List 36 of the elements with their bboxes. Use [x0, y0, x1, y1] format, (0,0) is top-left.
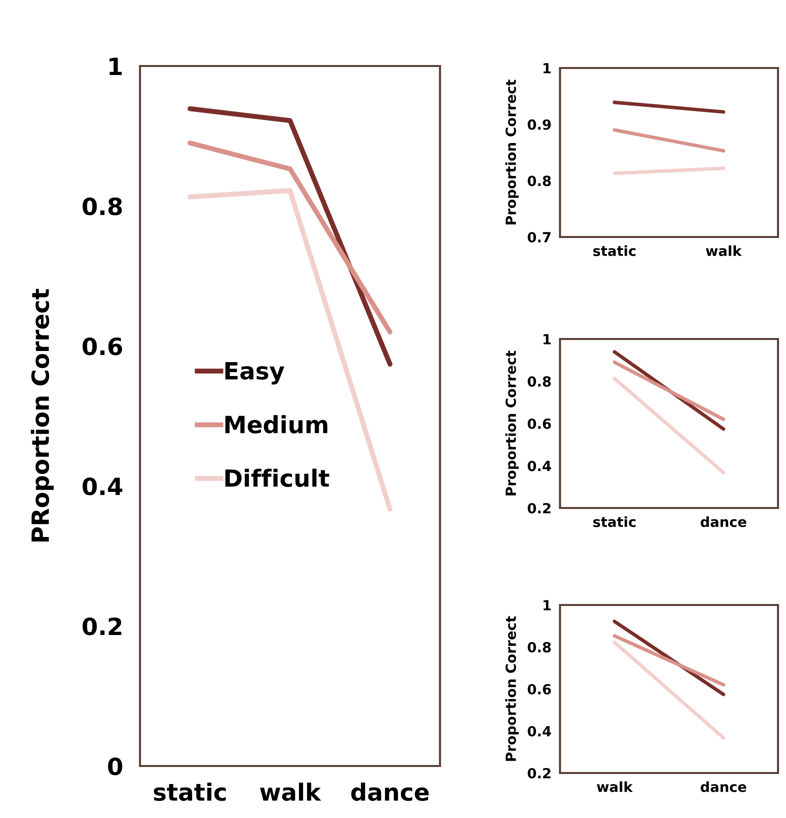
y-tick-label: 0.6 [528, 684, 551, 694]
y-tick-label: 0.8 [528, 376, 551, 387]
y-axis-title: Proportion Correct [505, 350, 519, 496]
y-tick-label: 0.2 [82, 617, 122, 636]
x-tick-label: static [593, 516, 636, 528]
x-tick-label: walk [260, 782, 322, 801]
legend-label: Easy [225, 362, 284, 384]
y-tick-label: 0.2 [528, 768, 550, 778]
x-tick-label: static [593, 245, 636, 256]
y-axis-title: PRoportion Correct [30, 288, 54, 542]
y-tick-label: 1 [544, 600, 551, 610]
y-tick-label: 0.8 [82, 197, 122, 216]
x-tick-label: walk [706, 245, 742, 256]
x-tick-label: walk [596, 781, 633, 792]
y-tick-label: 0.6 [82, 337, 122, 356]
y-tick-label: 0.8 [528, 642, 551, 652]
y-axis-title: Proportion Correct [505, 80, 519, 224]
y-tick-label: 0.6 [528, 418, 551, 429]
y-tick-label: 0.7 [528, 232, 551, 242]
legend-label: Medium [225, 415, 328, 434]
legend-label: Difficult [225, 468, 330, 487]
x-tick-label: dance [700, 516, 746, 528]
x-tick-label: dance [351, 782, 429, 801]
y-tick-label: 0.4 [528, 460, 552, 472]
y-tick-label: 0 [108, 757, 122, 776]
y-axis-title: Proportion Correct [505, 616, 519, 761]
y-tick-label: 0.8 [528, 176, 551, 186]
y-tick-label: 1 [110, 58, 122, 75]
y-tick-label: 1 [544, 334, 551, 344]
x-tick-label: dance [700, 781, 746, 792]
y-tick-label: 0.4 [528, 726, 552, 736]
y-tick-label: 0.9 [528, 119, 551, 130]
y-tick-label: 0.4 [82, 477, 122, 496]
y-tick-label: 0.2 [528, 502, 550, 514]
x-tick-label: static [154, 782, 226, 801]
y-tick-label: 1 [544, 63, 551, 74]
